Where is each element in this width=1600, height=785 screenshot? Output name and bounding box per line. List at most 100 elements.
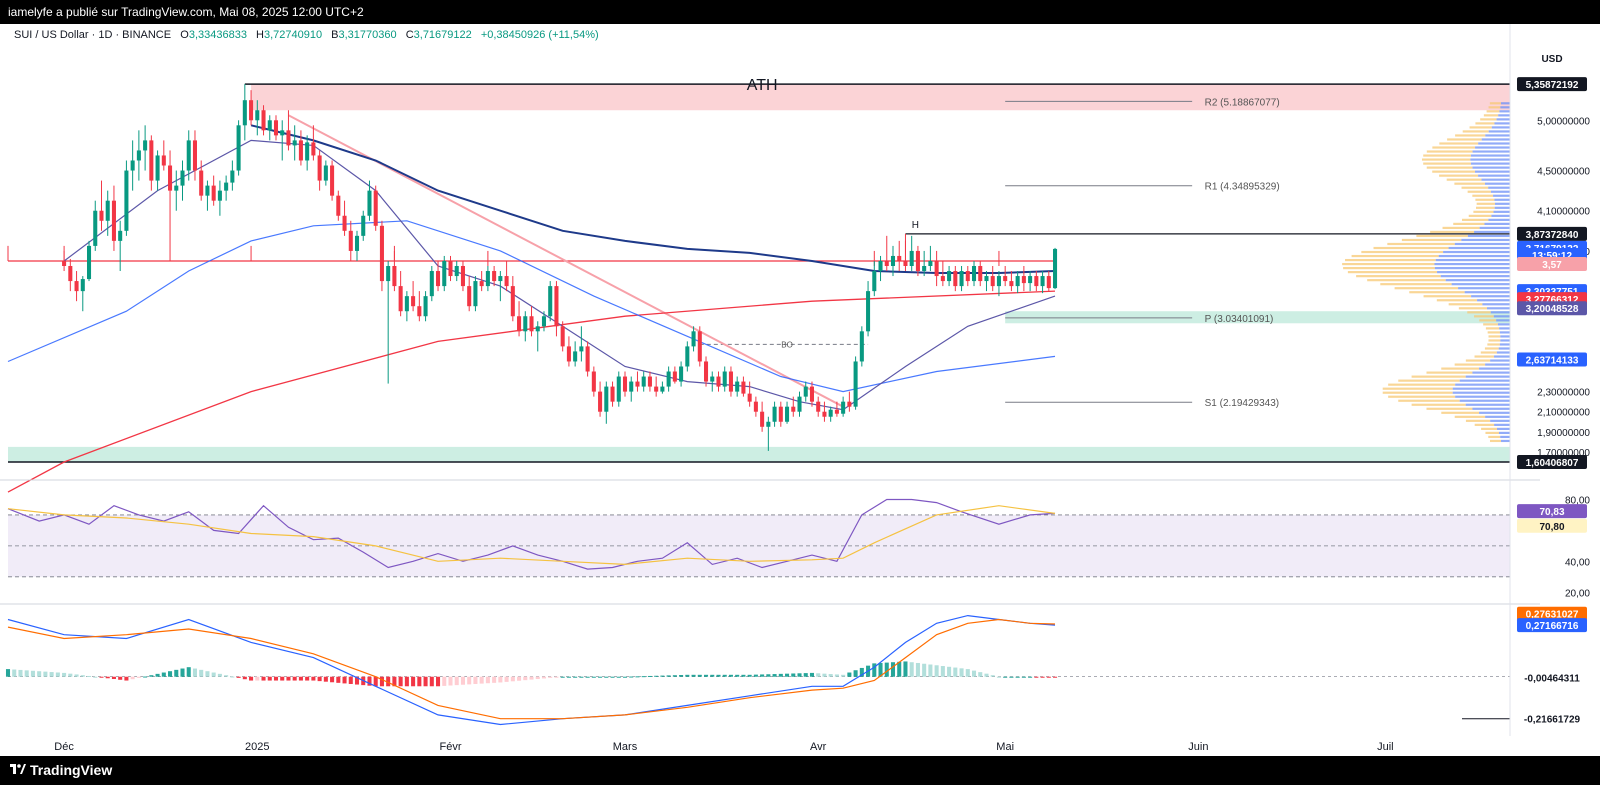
macd-histogram-bar: [760, 674, 765, 677]
macd-histogram-bar: [604, 676, 609, 678]
candle-body: [149, 140, 154, 181]
macd-histogram-bar: [884, 662, 889, 677]
macd-histogram-bar: [429, 676, 434, 687]
volume-profile-bar: [1452, 391, 1510, 394]
volume-profile-bar: [1441, 411, 1480, 414]
macd-histogram-bar: [448, 676, 453, 686]
volume-profile-bar: [1361, 250, 1444, 254]
macd-histogram-bar: [697, 674, 702, 677]
volume-profile-bar: [1480, 118, 1497, 121]
macd-pane[interactable]: [5, 614, 1510, 726]
macd-histogram-bar: [230, 676, 235, 678]
candle-body: [722, 371, 727, 387]
candle-body: [168, 165, 173, 191]
macd-histogram-bar: [143, 676, 148, 678]
volume-profile-bar: [1474, 315, 1494, 318]
candle-body: [111, 200, 116, 241]
candle-body: [473, 281, 478, 307]
volume-profile-bar: [1500, 439, 1510, 443]
macd-histogram-bar: [591, 676, 596, 678]
candle-body: [136, 150, 141, 161]
macd-histogram-bar: [903, 661, 908, 677]
macd-histogram-bar: [317, 676, 322, 682]
candle-body: [616, 376, 621, 402]
volume-profile-bar: [1485, 134, 1510, 137]
volume-profile-bar: [1485, 363, 1510, 366]
candle-body: [361, 215, 366, 236]
candle-body: [579, 346, 584, 352]
candle-body: [890, 255, 896, 266]
volume-profile-bar: [1458, 287, 1510, 290]
price-pane[interactable]: ATH R2 (5.18867077) R1 (4.34895329) P (3.03…: [7, 77, 1590, 493]
candle-body: [984, 276, 989, 282]
candle-body: [367, 190, 372, 216]
candle-body: [878, 260, 883, 272]
candle-body: [273, 120, 279, 136]
chart-canvas[interactable]: ATH R2 (5.18867077) R1 (4.34895329) P (3.03…: [0, 24, 1600, 756]
macd-histogram-bar: [454, 676, 459, 686]
volume-profile-bar: [1494, 198, 1510, 201]
candle-body: [884, 260, 889, 266]
macd-histogram-bar: [990, 675, 995, 677]
volume-profile-bar: [1479, 226, 1510, 230]
macd-histogram-bar: [747, 674, 752, 677]
time-axis[interactable]: Déc 2025 Févr Mars Avr Mai Juin Juil: [54, 741, 1393, 753]
candle-body: [180, 170, 185, 186]
candle-body: [1034, 276, 1039, 287]
rsi-tick-label: 40,00: [1565, 557, 1590, 568]
volume-profile-bar: [1491, 126, 1510, 129]
price-label-badge: [1517, 256, 1587, 271]
volume-profile-bar: [1409, 291, 1465, 294]
volume-profile-bar: [1423, 295, 1472, 298]
macd-histogram-bar: [354, 676, 360, 685]
macd-histogram-bar: [803, 673, 808, 677]
macd-histogram-bar: [965, 669, 970, 677]
macd-histogram-bar: [566, 676, 571, 678]
volume-profile-bar: [1500, 339, 1510, 342]
volume-profile-bar: [1481, 427, 1497, 430]
volume-profile-bar: [1447, 138, 1482, 141]
volume-profile-bar: [1472, 371, 1510, 374]
candles: [62, 84, 1058, 451]
volume-profile-bar: [1500, 106, 1510, 109]
volume-profile-bar: [1476, 206, 1495, 209]
time-axis-label: Déc: [54, 741, 74, 753]
candle-body: [517, 316, 522, 332]
macd-histogram-bar: [392, 676, 397, 687]
volume-profile-bar: [1500, 435, 1510, 439]
candle-body: [978, 266, 983, 282]
macd-label-text: -0,00464311: [1524, 674, 1580, 685]
volume-profile-bar: [1470, 154, 1510, 157]
macd-histogram-bar: [947, 666, 952, 677]
candle-body: [629, 381, 634, 392]
rsi-pane[interactable]: 80,00 40,00 20,00: [7, 495, 1590, 599]
macd-histogram-bar: [5, 669, 11, 677]
macd-histogram-bar: [74, 674, 79, 677]
macd-histogram-bar: [273, 676, 279, 681]
volume-profile-bar: [1356, 275, 1441, 278]
macd-histogram-bar: [872, 663, 877, 677]
volume-profile-bar: [1467, 234, 1510, 238]
candle-body: [654, 386, 659, 392]
volume-profile-bar: [1481, 138, 1510, 141]
volume-profile-bar: [1434, 267, 1510, 270]
candle-body: [703, 361, 709, 382]
candle-body: [467, 286, 472, 307]
volume-profile-bar: [1440, 275, 1510, 278]
candle-body: [803, 386, 808, 397]
candle-body: [1028, 276, 1033, 284]
candle-body: [816, 401, 821, 412]
volume-profile-bar: [1455, 134, 1486, 137]
macd-histogram-bar: [741, 674, 746, 677]
ath-zone: [251, 84, 1510, 111]
macd-histogram-bar: [473, 676, 478, 684]
macd-histogram-bar: [1040, 676, 1045, 678]
volume-profile-bar: [1411, 403, 1466, 406]
candle-body: [548, 286, 553, 317]
candle-body: [841, 401, 846, 414]
volume-profile-bar: [1481, 178, 1510, 181]
volume-profile-bar: [1461, 218, 1489, 221]
candle-body: [429, 271, 434, 297]
volume-profile-bar: [1436, 299, 1478, 302]
volume-profile-bar: [1387, 242, 1455, 246]
